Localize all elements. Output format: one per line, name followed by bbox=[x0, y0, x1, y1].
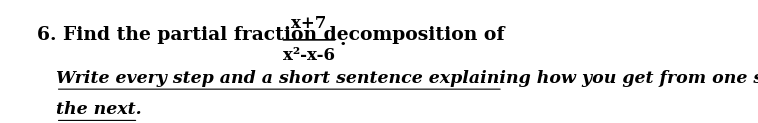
Text: 6. Find the partial fraction decomposition of: 6. Find the partial fraction decompositi… bbox=[36, 26, 504, 44]
Text: x+7: x+7 bbox=[291, 15, 327, 31]
Text: Write every step and a short sentence explaining how you get from one step to: Write every step and a short sentence ex… bbox=[55, 70, 758, 87]
Text: x²-x-6: x²-x-6 bbox=[283, 47, 335, 64]
Text: the next.: the next. bbox=[55, 101, 141, 118]
Text: .: . bbox=[339, 31, 346, 49]
